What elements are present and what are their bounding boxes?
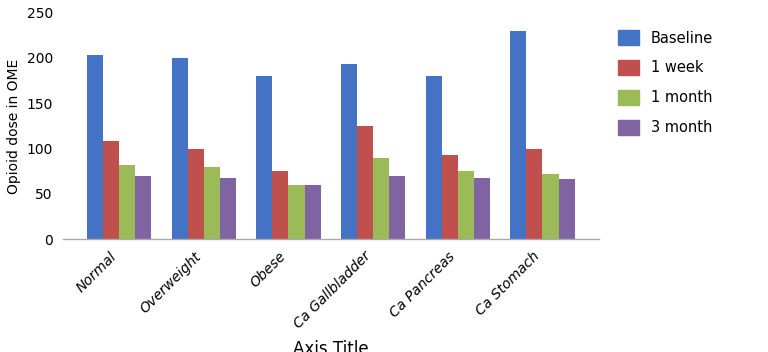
Bar xyxy=(220,178,236,239)
Bar xyxy=(135,176,151,239)
Bar xyxy=(273,171,289,239)
Bar xyxy=(289,185,305,239)
Legend: Baseline, 1 week, 1 month, 3 month: Baseline, 1 week, 1 month, 3 month xyxy=(611,24,719,141)
Bar xyxy=(389,176,406,239)
Bar xyxy=(542,174,558,239)
Bar xyxy=(119,165,135,239)
Bar xyxy=(458,171,474,239)
Bar xyxy=(474,178,490,239)
Bar xyxy=(526,149,542,239)
Bar xyxy=(187,149,204,239)
Bar xyxy=(305,185,321,239)
X-axis label: Axis Title: Axis Title xyxy=(293,340,369,352)
Bar xyxy=(373,158,389,239)
Bar xyxy=(204,167,220,239)
Bar xyxy=(103,142,119,239)
Bar xyxy=(257,76,273,239)
Bar xyxy=(341,64,357,239)
Bar xyxy=(558,178,574,239)
Y-axis label: Opioid dose in OME: Opioid dose in OME xyxy=(7,58,21,194)
Bar xyxy=(442,155,458,239)
Bar xyxy=(510,31,526,239)
Bar xyxy=(171,58,187,239)
Bar xyxy=(425,76,442,239)
Bar xyxy=(87,55,103,239)
Bar xyxy=(357,126,373,239)
